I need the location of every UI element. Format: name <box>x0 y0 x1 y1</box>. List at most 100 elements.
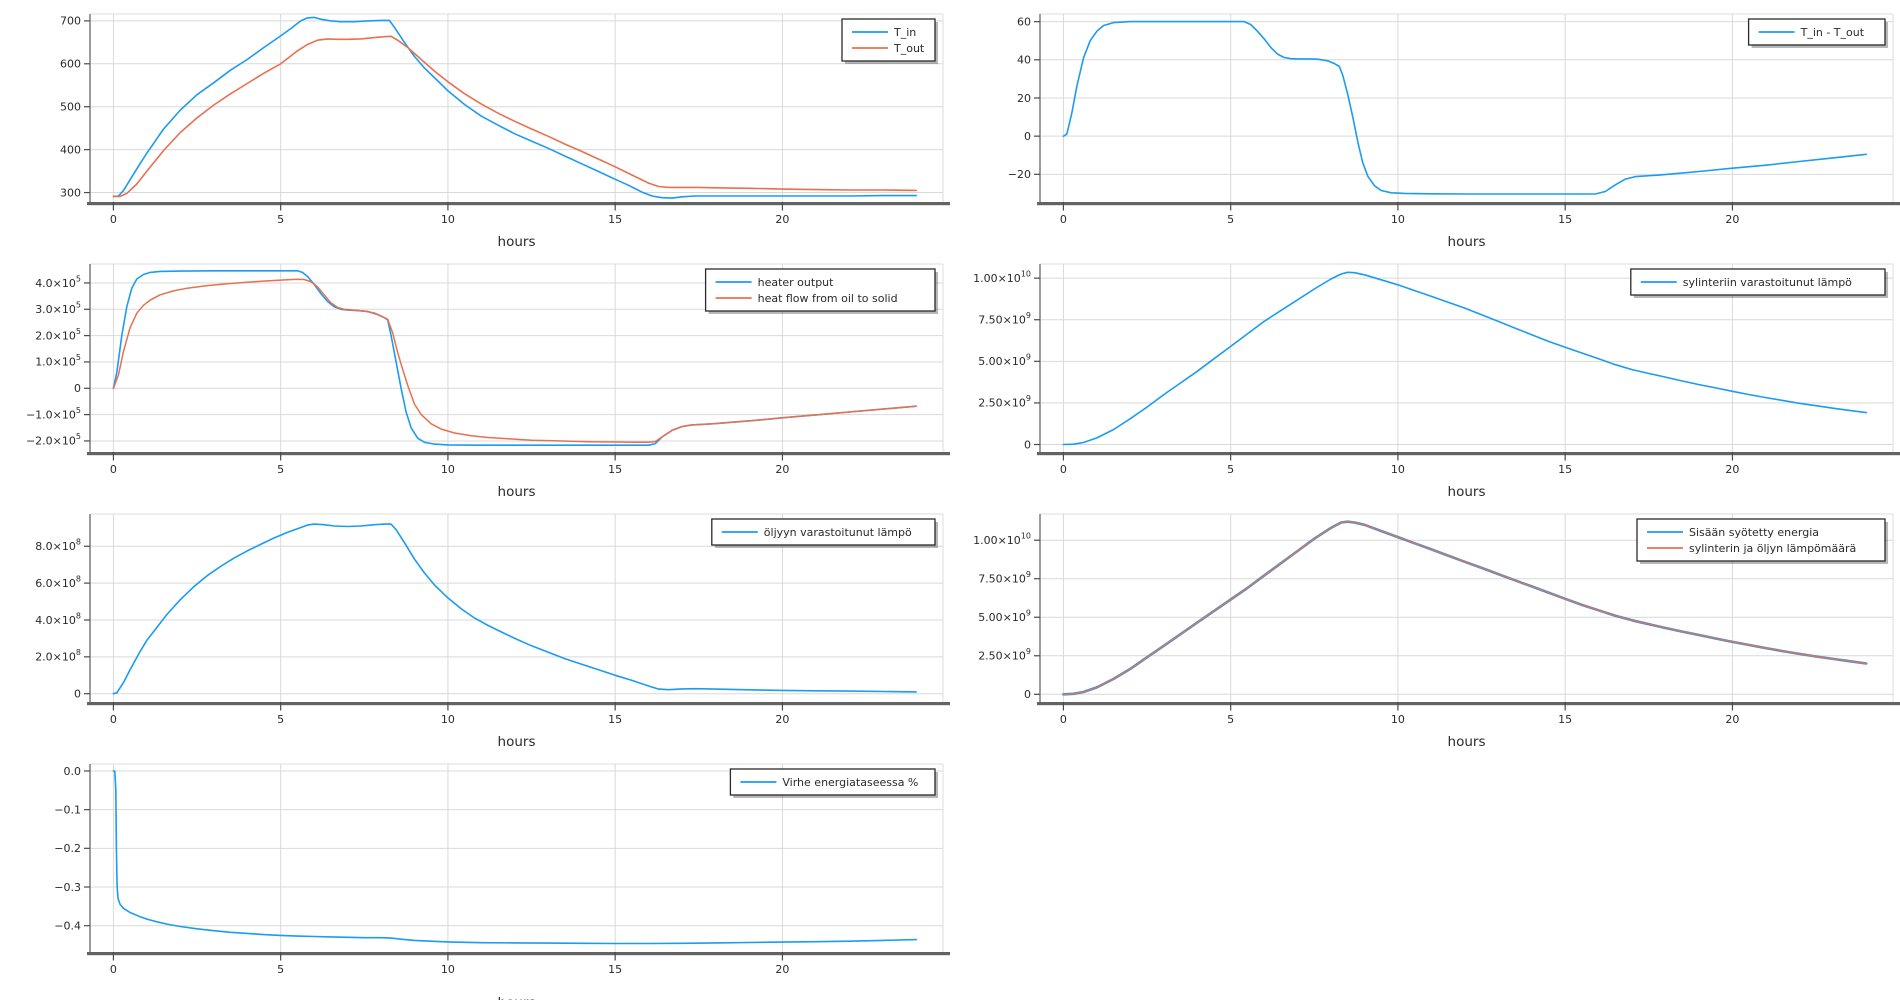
legend-box <box>1636 518 1886 562</box>
legend-label: öljyyn varastoitunut lämpö <box>764 526 912 539</box>
series-line-T_in - T_out <box>1062 20 1868 195</box>
chart-energy-input-vs-total-heat: 1.00×1010 7.50×109 5.00×109 2.50×109 0 0 5 10 15… <box>950 500 1900 750</box>
x-tick-label: 15 <box>608 963 622 976</box>
x-tick-label: 0 <box>110 213 117 226</box>
x-tick-label: 15 <box>608 463 622 476</box>
x-axis-spine <box>87 452 950 456</box>
x-tick-label: 10 <box>1391 463 1405 476</box>
x-tick-label: 20 <box>1725 463 1739 476</box>
y-tick-label: 2.50×109 <box>978 394 1031 410</box>
y-tick-label: −0.4 <box>54 919 81 932</box>
series-group <box>112 16 918 199</box>
x-tick-label: 15 <box>608 713 622 726</box>
x-tick-label: 5 <box>277 713 284 726</box>
legend-label: heater output <box>758 276 835 289</box>
y-tick-label: 5.00×109 <box>978 353 1031 369</box>
x-axis-label: hours <box>498 995 536 1000</box>
x-tick-label: 20 <box>775 713 789 726</box>
x-tick-label: 20 <box>1725 213 1739 226</box>
x-tick-label: 5 <box>277 963 284 976</box>
x-tick-label: 20 <box>1725 713 1739 726</box>
y-tick-label: 1.00×1010 <box>973 531 1031 547</box>
y-tick-label: 2.0×105 <box>35 327 81 343</box>
y-tick-label: 0 <box>74 688 81 701</box>
x-tick-label: 10 <box>441 463 455 476</box>
legend-box <box>704 268 936 312</box>
x-axis-label: hours <box>498 234 536 250</box>
x-tick-label: 15 <box>1558 713 1572 726</box>
y-tick-label: 8.0×108 <box>35 538 81 554</box>
x-tick-label: 10 <box>441 963 455 976</box>
grid-lines <box>90 14 943 202</box>
chart-temperatures: 700 600 500 400 300 0 5 10 15 20 hours T_in T_out <box>0 0 950 250</box>
x-axis-spine <box>1037 702 1900 706</box>
legend: T_in T_out <box>841 18 938 64</box>
legend-label: T_in - T_out <box>1800 26 1865 39</box>
y-tick-label: 3.0×105 <box>35 301 81 317</box>
x-axis-label: hours <box>1448 234 1486 250</box>
x-tick-label: 10 <box>1391 713 1405 726</box>
x-tick-label: 5 <box>277 213 284 226</box>
x-axis-label: hours <box>498 734 536 750</box>
legend: Sisään syötetty energia sylinterin ja ölj… <box>1636 518 1888 564</box>
legend: heater output heat flow from oil to solid <box>704 268 938 314</box>
y-tick-label: −0.1 <box>54 803 81 816</box>
x-tick-label: 20 <box>775 213 789 226</box>
x-tick-label: 5 <box>1227 213 1234 226</box>
grid-lines <box>90 764 943 952</box>
x-tick-label: 20 <box>775 963 789 976</box>
x-tick-label: 15 <box>1558 213 1572 226</box>
series-group <box>112 770 918 945</box>
x-tick-label: 10 <box>441 713 455 726</box>
chart-canvas-oil-stored-heat: 8.0×108 6.0×108 4.0×108 2.0×108 0 0 5 10 15 20 hou… <box>35 513 950 750</box>
y-tick-label: −0.3 <box>54 881 81 894</box>
x-tick-label: 5 <box>277 463 284 476</box>
x-tick-label: 0 <box>110 963 117 976</box>
chart-canvas-energy-input-vs-total-heat: 1.00×1010 7.50×109 5.00×109 2.50×109 0 0 5 10 15… <box>973 513 1900 750</box>
y-tick-label: −0.2 <box>54 842 81 855</box>
legend-label: heat flow from oil to solid <box>758 292 898 305</box>
y-tick-label: 0 <box>74 382 81 395</box>
series-line-Virhe energiataseessa % <box>112 770 918 945</box>
chart-canvas-cylinder-stored-heat: 1.00×1010 7.50×109 5.00×109 2.50×109 0 0 5 10 15… <box>973 263 1900 500</box>
x-tick-label: 15 <box>1558 463 1572 476</box>
chart-temperature-difference: 60 40 20 0 −20 0 5 10 15 20 hours T_in - T_out <box>950 0 1900 250</box>
legend-label: sylinterin ja öljyn lämpömäärä <box>1689 542 1856 555</box>
x-axis-spine <box>87 202 950 206</box>
x-tick-label: 5 <box>1227 463 1234 476</box>
legend-label: Sisään syötetty energia <box>1689 526 1819 539</box>
series-group <box>1062 271 1868 446</box>
y-tick-label: 2.0×108 <box>35 648 81 664</box>
series-group <box>112 523 918 695</box>
x-tick-label: 0 <box>110 713 117 726</box>
series-group <box>1062 520 1868 696</box>
x-tick-label: 0 <box>1060 213 1067 226</box>
x-axis-label: hours <box>1448 734 1486 750</box>
chart-oil-stored-heat: 8.0×108 6.0×108 4.0×108 2.0×108 0 0 5 10 15 20 hou… <box>0 500 950 750</box>
x-axis-spine <box>87 702 950 706</box>
y-tick-label: 0 <box>1024 438 1031 451</box>
y-tick-label: 0 <box>1024 688 1031 701</box>
series-line-öljyyn varastoitunut lämpö <box>112 523 918 695</box>
x-axis-label: hours <box>498 484 536 500</box>
y-tick-label: 700 <box>60 15 81 28</box>
x-axis-spine <box>87 952 950 956</box>
y-tick-label: 20 <box>1017 92 1031 105</box>
x-tick-label: 20 <box>775 463 789 476</box>
x-tick-label: 0 <box>1060 463 1067 476</box>
x-tick-label: 15 <box>608 213 622 226</box>
y-tick-label: 4.0×108 <box>35 611 81 627</box>
x-tick-label: 5 <box>1227 713 1234 726</box>
y-tick-label: 400 <box>60 143 81 156</box>
y-tick-label: 7.50×109 <box>978 311 1031 327</box>
series-line-sylinterin ja öljyn lämpömäärä <box>1062 521 1867 696</box>
x-tick-label: 0 <box>1060 713 1067 726</box>
chart-energy-balance-error: 0.0 −0.1 −0.2 −0.3 −0.4 0 5 10 15 20 hours Virhe en… <box>0 750 950 1000</box>
chart-cylinder-stored-heat: 1.00×1010 7.50×109 5.00×109 2.50×109 0 0 5 10 15… <box>950 250 1900 500</box>
y-tick-label: 4.0×105 <box>35 274 81 290</box>
y-tick-label: 600 <box>60 58 81 71</box>
x-tick-label: 0 <box>110 463 117 476</box>
legend-label: Virhe energiataseessa % <box>782 776 918 789</box>
x-axis-spine <box>1037 452 1900 456</box>
y-tick-label: −2.0×105 <box>26 432 81 448</box>
